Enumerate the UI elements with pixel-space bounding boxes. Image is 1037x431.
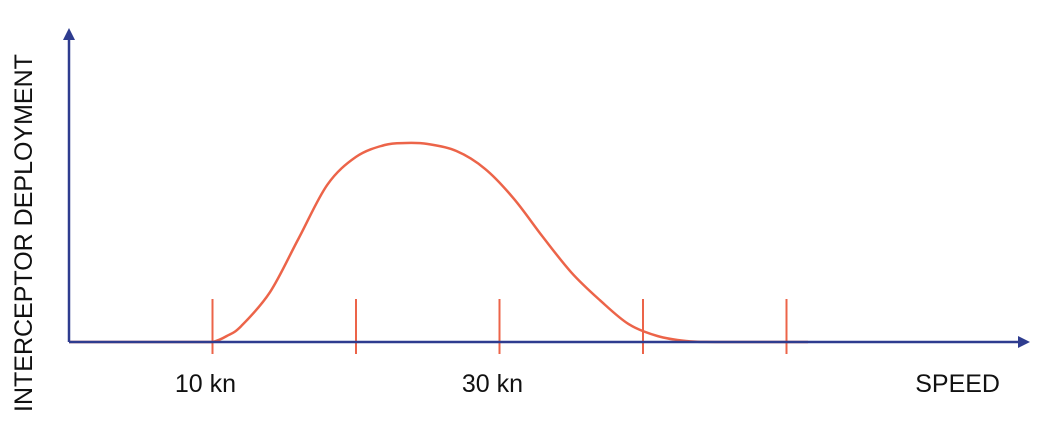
x-axis-label: SPEED [915, 370, 1000, 398]
x-tick-label-2: 30 kn [462, 370, 523, 398]
y-axis-label: INTERCEPTOR DEPLOYMENT [10, 54, 38, 412]
x-tick-marks [211, 299, 788, 354]
x-axis-arrow-icon [1018, 336, 1030, 348]
x-tick-labels: 10 kn 30 kn [175, 370, 523, 398]
y-axis-arrow-icon [63, 28, 75, 40]
series-line [68, 141, 808, 344]
x-tick-label-1: 10 kn [175, 370, 236, 398]
